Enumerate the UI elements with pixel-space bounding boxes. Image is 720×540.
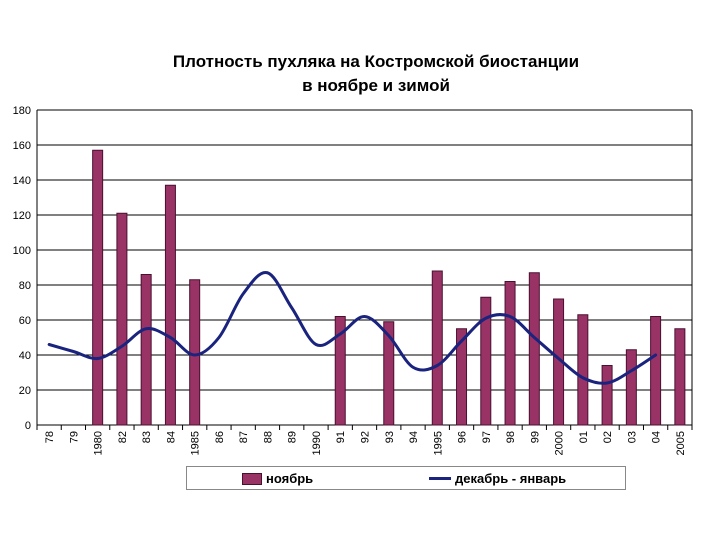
x-tick-label: 99 [529, 431, 541, 443]
bar-97 [480, 296, 492, 426]
x-tick-label: 01 [578, 431, 590, 443]
x-tick-label: 91 [335, 431, 347, 443]
x-tick-label: 89 [287, 431, 299, 443]
y-tick-label: 160 [13, 140, 31, 152]
x-tick-label: 82 [117, 431, 129, 443]
y-tick-label: 20 [19, 385, 31, 397]
y-tick-label: 60 [19, 315, 31, 327]
legend-swatch-dec-jan [429, 477, 451, 480]
x-tick-label: 1990 [311, 431, 323, 455]
y-tick-label: 140 [13, 175, 31, 187]
bar-1985 [189, 279, 201, 426]
chart-title-line2: в ноябре и зимой [302, 76, 450, 95]
bar-93 [383, 321, 395, 426]
x-tick-label: 1985 [190, 431, 202, 455]
y-tick-label: 80 [19, 280, 31, 292]
bar-1980 [92, 149, 104, 426]
bar-2005 [674, 328, 686, 426]
bar-82 [116, 212, 128, 426]
x-tick-label: 94 [408, 431, 420, 443]
y-tick-label: 100 [13, 245, 31, 257]
x-tick-label: 97 [481, 431, 493, 443]
series-line-dec-jan [47, 271, 658, 385]
bar-91 [334, 316, 346, 426]
x-tick-label: 88 [262, 431, 274, 443]
x-tick-label: 84 [165, 431, 177, 443]
x-tick-label: 87 [238, 431, 250, 443]
x-tick-label: 1995 [432, 431, 444, 455]
x-tick-label: 92 [360, 431, 372, 443]
y-tick-label: 180 [13, 105, 31, 117]
x-tick-label: 2000 [554, 431, 566, 455]
x-tick-label: 1980 [93, 431, 105, 455]
x-tick-label: 96 [457, 431, 469, 443]
x-tick-label: 79 [68, 431, 80, 443]
bar-02 [601, 365, 613, 426]
legend-item-dec-jan: декабрь - январь [429, 471, 566, 486]
legend-label-dec-jan: декабрь - январь [455, 471, 567, 486]
bar-99 [528, 272, 540, 426]
bar-01 [577, 314, 589, 426]
y-tick-label: 40 [19, 350, 31, 362]
chart-legend: ноябрь декабрь - январь [186, 466, 626, 490]
bar-84 [164, 184, 176, 426]
legend-item-november: ноябрь [242, 471, 313, 486]
x-tick-label: 03 [626, 431, 638, 443]
x-tick-label: 2005 [675, 431, 687, 455]
x-tick-label: 78 [44, 431, 56, 443]
y-tick-label: 120 [13, 210, 31, 222]
x-tick-label: 93 [384, 431, 396, 443]
x-tick-label: 86 [214, 431, 226, 443]
legend-swatch-november [242, 472, 262, 485]
bar-96 [456, 328, 468, 426]
x-tick-label: 83 [141, 431, 153, 443]
chart-title: Плотность пухляка на Костромской биостан… [0, 50, 720, 98]
bar-83 [140, 274, 152, 426]
y-tick-label: 0 [25, 420, 31, 432]
chart-title-line1: Плотность пухляка на Костромской биостан… [172, 52, 580, 71]
x-tick-label: 04 [651, 431, 663, 443]
bar-04 [650, 316, 662, 426]
bar-98 [504, 281, 516, 426]
x-tick-label: 02 [602, 431, 614, 443]
bar-03 [625, 349, 637, 426]
x-tick-label: 98 [505, 431, 517, 443]
legend-label-november: ноябрь [266, 471, 314, 486]
bar-1995 [431, 270, 443, 426]
